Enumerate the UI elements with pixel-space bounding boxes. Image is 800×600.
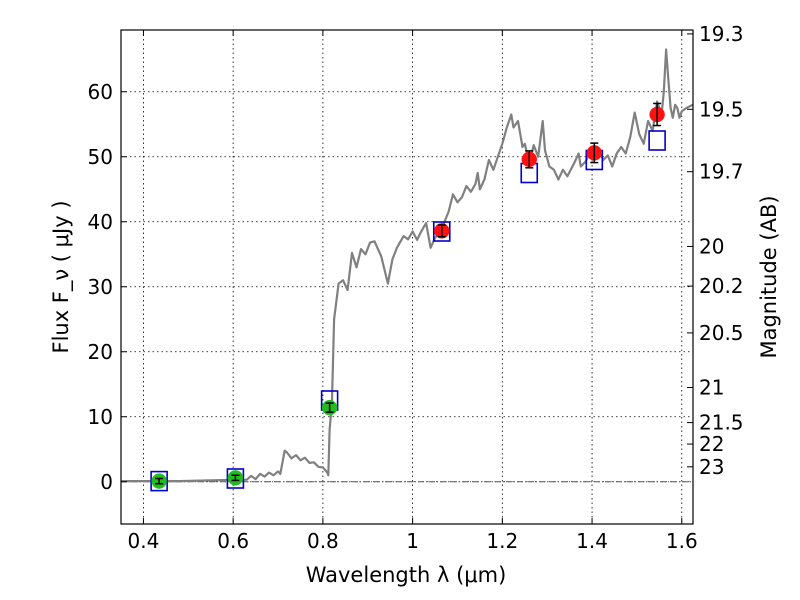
model-flux-square <box>648 130 666 151</box>
y-axis-label: Flux F_ν ( μJy ) <box>49 200 74 353</box>
magnitude-tick-label: 21.5 <box>699 411 744 435</box>
magnitude-tick-label: 19.7 <box>699 160 744 184</box>
y-tick-label: 20 <box>88 340 113 364</box>
magnitude-tick-label: 21 <box>699 376 724 400</box>
y-tick-label: 40 <box>88 210 113 234</box>
x-axis-label: Wavelength λ (μm) <box>306 563 507 587</box>
y-tick-label: 60 <box>88 80 113 104</box>
x-tick-label: 0.4 <box>128 529 160 553</box>
magnitude-tick-label: 19.3 <box>699 22 744 46</box>
model-flux-square <box>226 468 245 489</box>
spectrum-line <box>121 48 694 483</box>
magnitude-tick-label: 22 <box>699 432 724 456</box>
magnitude-tick-label: 23 <box>699 455 724 479</box>
x-tick-label: 0.8 <box>307 529 339 553</box>
x-tick-label: 1.2 <box>486 529 518 553</box>
magnitude-tick-label: 20.5 <box>699 321 744 345</box>
model-flux-square <box>432 221 451 242</box>
y-tick-label: 0 <box>100 470 113 494</box>
model-flux-square <box>150 470 168 492</box>
plot-area <box>121 48 694 492</box>
y-tick-label: 50 <box>88 145 113 169</box>
y2-axis-label: Magnitude (AB) <box>757 195 781 358</box>
magnitude-tick-label: 20 <box>699 234 724 258</box>
magnitude-tick-label: 19.5 <box>699 97 744 121</box>
plot-frame <box>120 29 694 525</box>
x-tick-label: 1 <box>406 529 419 553</box>
y-tick-label: 10 <box>88 405 113 429</box>
x-tick-label: 1.4 <box>576 529 608 553</box>
axes: 0.4 0.6 0.8 1 1.2 1.4 1.6 0 10 20 30 40 50 60 19.3 19.5… <box>88 22 744 553</box>
y-tick-label: 30 <box>88 275 113 299</box>
magnitude-tick-label: 20.2 <box>699 274 744 298</box>
x-tick-label: 0.6 <box>217 529 249 553</box>
x-tick-label: 1.6 <box>666 529 698 553</box>
